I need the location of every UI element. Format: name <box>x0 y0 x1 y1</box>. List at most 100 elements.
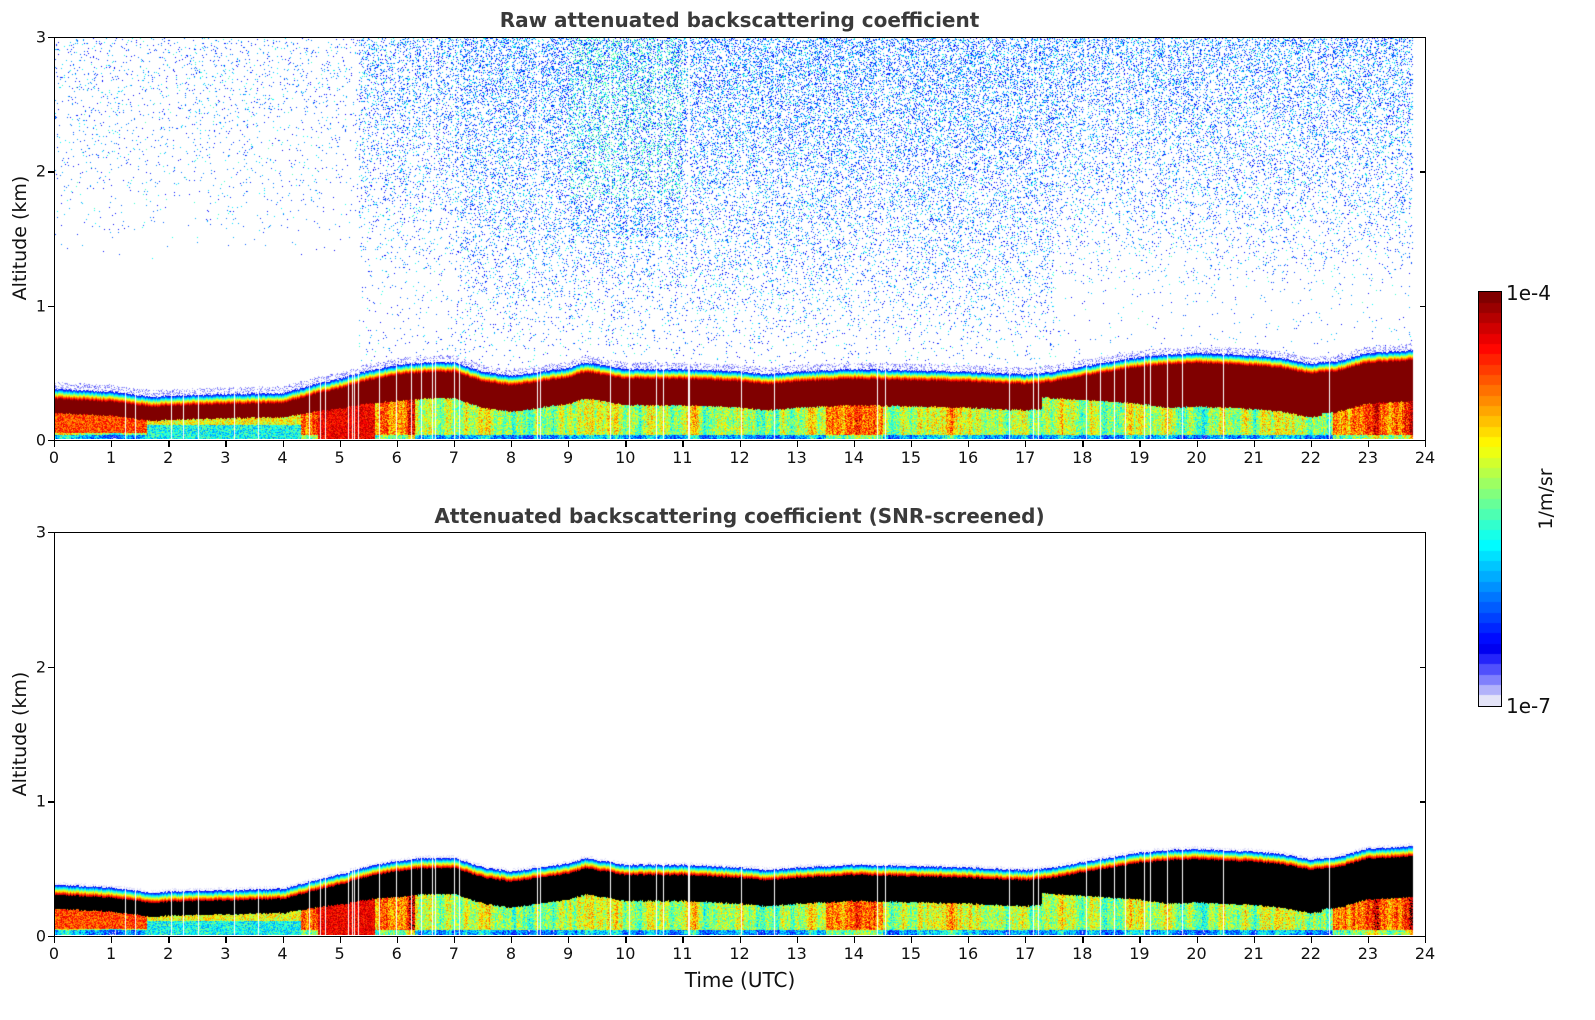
top-x-tick-label: 3 <box>220 448 231 467</box>
bottom-x-tick-label: 11 <box>672 944 693 963</box>
top-x-tick <box>54 441 56 447</box>
bottom-x-tick-label: 21 <box>1243 944 1264 963</box>
top-x-tick <box>1253 441 1255 447</box>
bottom-y-axis-label: Altitude (km) <box>9 671 31 797</box>
bottom-chart-title: Attenuated backscattering coefficient (S… <box>434 504 1045 528</box>
top-y-tick <box>48 171 54 173</box>
top-x-tick <box>168 441 170 447</box>
top-x-tick <box>739 441 741 447</box>
top-x-tick-label: 2 <box>163 448 174 467</box>
top-x-tick-label: 4 <box>277 448 288 467</box>
top-x-tick <box>111 441 113 447</box>
bottom-x-tick-label: 15 <box>900 944 922 963</box>
top-x-tick <box>968 441 970 447</box>
top-x-tick-label: 24 <box>1414 448 1436 467</box>
bottom-x-tick-label: 1 <box>106 944 117 963</box>
top-y-tick <box>48 440 54 442</box>
bottom-y-tick <box>48 936 54 938</box>
top-x-tick <box>339 441 341 447</box>
bottom-x-tick <box>1310 937 1313 943</box>
bottom-y-tick-label: 3 <box>35 522 46 542</box>
top-x-tick-label: 23 <box>1357 448 1379 467</box>
bottom-x-tick <box>511 937 513 943</box>
top-x-tick <box>1139 441 1141 447</box>
top-x-tick <box>282 441 284 447</box>
bottom-y-tick-right <box>1420 936 1426 938</box>
bottom-x-tick-label: 8 <box>505 944 517 963</box>
top-x-tick-label: 12 <box>729 448 750 467</box>
bottom-x-tick <box>1253 937 1255 943</box>
colorbar <box>1478 291 1502 707</box>
bottom-x-tick-label: 10 <box>615 944 636 963</box>
bottom-y-tick <box>48 666 54 668</box>
top-x-tick <box>396 441 399 447</box>
top-x-tick <box>1425 441 1427 447</box>
top-x-tick-label: 16 <box>957 448 979 467</box>
bottom-x-tick <box>1082 937 1084 943</box>
top-x-tick-label: 9 <box>563 448 574 467</box>
bottom-x-tick-label: 5 <box>334 944 345 963</box>
bottom-x-tick-label: 14 <box>843 944 864 963</box>
top-x-tick-label: 20 <box>1186 448 1207 467</box>
top-heatmap-axes <box>54 37 1426 441</box>
top-x-tick <box>225 441 227 447</box>
bottom-x-tick-label: 22 <box>1300 944 1321 963</box>
bottom-x-tick <box>625 937 627 943</box>
colorbar-unit-label: 1/m/sr <box>1535 468 1557 530</box>
bottom-x-tick <box>1425 937 1427 943</box>
bottom-y-tick-right <box>1420 801 1426 803</box>
top-chart-title: Raw attenuated backscattering coefficien… <box>499 8 980 32</box>
bottom-x-tick <box>282 937 284 943</box>
top-y-tick <box>48 305 54 307</box>
top-x-tick <box>1310 441 1313 447</box>
top-y-tick-right <box>1420 171 1426 173</box>
top-x-tick-label: 18 <box>1072 448 1093 467</box>
bottom-x-tick <box>568 937 570 943</box>
top-y-tick-label: 0 <box>35 430 46 450</box>
bottom-x-tick <box>168 937 170 943</box>
bottom-x-tick <box>111 937 113 943</box>
bottom-x-tick-label: 16 <box>957 944 979 963</box>
top-x-tick-label: 11 <box>672 448 693 467</box>
top-y-tick-label: 2 <box>35 161 46 181</box>
bottom-x-tick-label: 18 <box>1072 944 1093 963</box>
bottom-x-tick-label: 4 <box>277 944 288 963</box>
bottom-x-tick-label: 17 <box>1014 944 1036 963</box>
top-x-tick-label: 1 <box>106 448 117 467</box>
bottom-x-tick <box>1196 937 1198 943</box>
top-x-tick <box>853 441 856 447</box>
top-y-tick-label: 3 <box>35 27 46 47</box>
top-x-tick-label: 15 <box>900 448 922 467</box>
bottom-x-tick <box>682 937 684 943</box>
top-x-tick <box>682 441 684 447</box>
top-x-tick-label: 5 <box>334 448 345 467</box>
top-y-tick-label: 1 <box>35 296 46 316</box>
top-x-tick <box>568 441 570 447</box>
bottom-heatmap-axes <box>54 532 1426 937</box>
bottom-y-tick-right <box>1420 532 1426 534</box>
top-heatmap-image <box>55 38 1424 439</box>
bottom-x-tick <box>739 937 741 943</box>
top-x-tick <box>511 441 513 447</box>
top-x-tick <box>1196 441 1198 447</box>
top-y-tick-right <box>1420 37 1426 39</box>
bottom-y-tick-label: 0 <box>35 926 46 946</box>
bottom-x-tick <box>396 937 399 943</box>
bottom-x-tick-label: 9 <box>563 944 574 963</box>
top-x-tick-label: 21 <box>1243 448 1264 467</box>
bottom-x-tick-label: 20 <box>1186 944 1207 963</box>
bottom-x-tick <box>339 937 341 943</box>
colorbar-gradient <box>1479 292 1501 706</box>
bottom-x-tick-label: 13 <box>786 944 807 963</box>
top-y-axis-label: Altitude (km) <box>9 175 31 301</box>
bottom-x-tick <box>853 937 856 943</box>
top-x-tick-label: 10 <box>615 448 636 467</box>
top-x-tick <box>1082 441 1084 447</box>
bottom-y-tick-label: 1 <box>35 791 46 811</box>
top-x-tick-label: 19 <box>1129 448 1150 467</box>
top-x-tick <box>625 441 627 447</box>
top-x-tick <box>910 441 913 447</box>
bottom-x-tick <box>1025 937 1027 943</box>
top-x-tick-label: 22 <box>1300 448 1321 467</box>
bottom-x-tick-label: 12 <box>729 944 750 963</box>
